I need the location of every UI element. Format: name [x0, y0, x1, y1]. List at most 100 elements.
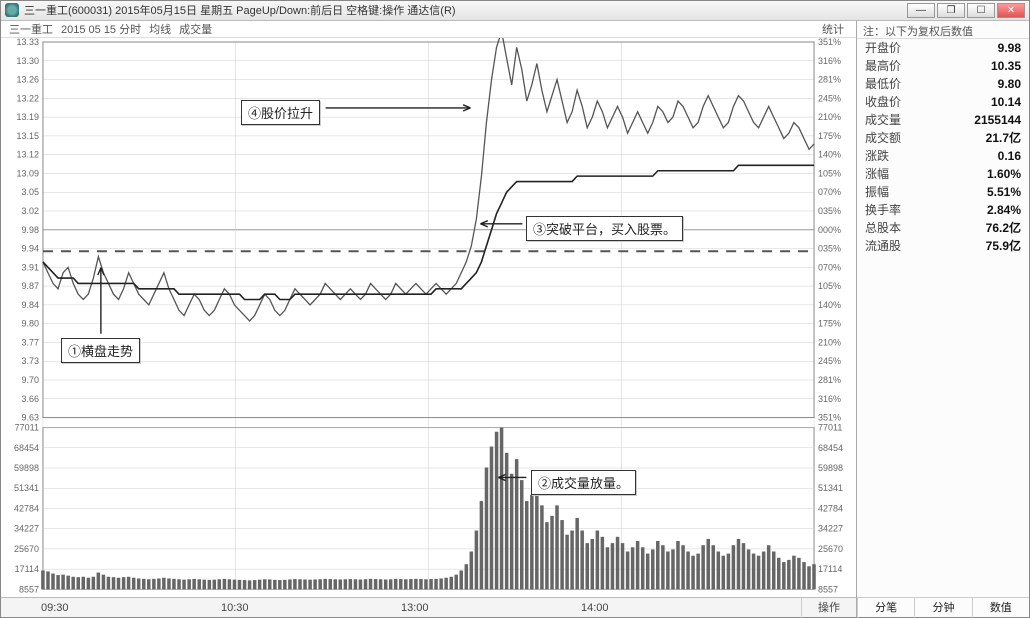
svg-text:59898: 59898: [818, 463, 843, 473]
svg-text:51341: 51341: [818, 483, 843, 493]
maximize-button[interactable]: ☐: [967, 3, 995, 18]
svg-text:3.77: 3.77: [21, 337, 38, 347]
quote-row: 总股本76.2亿: [857, 219, 1029, 237]
svg-text:8557: 8557: [19, 584, 39, 594]
svg-text:9.63: 9.63: [21, 412, 38, 422]
svg-text:25670: 25670: [818, 544, 843, 554]
minimize-button[interactable]: —: [907, 3, 935, 18]
svg-text:3.66: 3.66: [21, 393, 38, 403]
time-axis-labels: 09:3010:3013:0014:00: [1, 602, 801, 614]
chart-bottom-bar: 09:3010:3013:0014:00 操作: [1, 597, 856, 617]
svg-text:59898: 59898: [14, 463, 39, 473]
svg-text:245%: 245%: [818, 93, 841, 103]
quote-row: 换手率2.84%: [857, 201, 1029, 219]
quote-row: 最低价9.80: [857, 75, 1029, 93]
svg-text:210%: 210%: [818, 112, 841, 122]
svg-text:9.70: 9.70: [21, 375, 38, 385]
svg-text:13.30: 13.30: [17, 55, 39, 65]
svg-text:77011: 77011: [15, 422, 39, 432]
svg-text:316%: 316%: [818, 55, 841, 65]
svg-text:17114: 17114: [818, 564, 842, 574]
svg-text:13.12: 13.12: [17, 149, 39, 159]
svg-text:3.73: 3.73: [21, 356, 38, 366]
svg-text:351%: 351%: [818, 412, 841, 422]
svg-text:68454: 68454: [14, 442, 39, 452]
svg-text:13.22: 13.22: [17, 93, 39, 103]
side-panel: 注：以下为复权后数值 开盘价9.98最高价10.35最低价9.80收盘价10.1…: [857, 21, 1029, 617]
svg-text:000%: 000%: [818, 224, 841, 234]
chart-legend-row: 三一重工 2015 05 15 分时 均线 成交量 统计: [1, 21, 856, 38]
svg-text:140%: 140%: [818, 300, 841, 310]
svg-text:3.91: 3.91: [21, 262, 38, 272]
legend-stat[interactable]: 统计: [822, 21, 844, 37]
svg-text:351%: 351%: [818, 38, 841, 47]
svg-text:51341: 51341: [14, 483, 39, 493]
app-window: 三一重工(600031) 2015年05月15日 星期五 PageUp/Down…: [0, 0, 1030, 618]
legend-vol: 成交量: [179, 21, 212, 37]
svg-text:9.98: 9.98: [21, 224, 38, 234]
svg-text:281%: 281%: [818, 375, 841, 385]
annotation-3: ③突破平台，买入股票。: [526, 216, 683, 241]
close-button[interactable]: ✕: [997, 3, 1025, 18]
quote-row: 振幅5.51%: [857, 183, 1029, 201]
annotation-1: ①横盘走势: [61, 338, 140, 363]
svg-text:035%: 035%: [818, 206, 841, 216]
svg-text:281%: 281%: [818, 74, 841, 84]
chart-box: 13.33351%13.30316%13.26281%13.22245%13.1…: [1, 38, 856, 597]
fenzhong-button[interactable]: 分钟: [914, 598, 971, 618]
svg-text:245%: 245%: [818, 356, 841, 366]
chart-column: 三一重工 2015 05 15 分时 均线 成交量 统计 13.33 351% 13…: [1, 21, 857, 617]
action-button[interactable]: 操作: [801, 598, 856, 618]
svg-text:8557: 8557: [818, 584, 838, 594]
svg-text:77011: 77011: [818, 422, 842, 432]
side-bottom-buttons: 分笔 分钟 数值: [857, 597, 1029, 617]
quote-row: 成交量2155144: [857, 111, 1029, 129]
svg-text:175%: 175%: [818, 318, 841, 328]
svg-text:9.94: 9.94: [21, 243, 38, 253]
svg-text:13.09: 13.09: [17, 168, 39, 178]
svg-text:34227: 34227: [818, 523, 843, 533]
svg-text:13.33: 13.33: [17, 38, 39, 47]
quote-kv-list: 开盘价9.98最高价10.35最低价9.80收盘价10.14成交量2155144…: [857, 39, 1029, 255]
svg-text:3.05: 3.05: [21, 187, 38, 197]
restore-button[interactable]: ❐: [937, 3, 965, 18]
svg-text:035%: 035%: [818, 243, 841, 253]
svg-text:25670: 25670: [14, 544, 39, 554]
svg-text:210%: 210%: [818, 337, 841, 347]
fenbi-button[interactable]: 分笔: [857, 598, 914, 618]
svg-text:070%: 070%: [818, 187, 841, 197]
window-buttons: — ❐ ☐ ✕: [907, 3, 1025, 18]
svg-text:105%: 105%: [818, 281, 841, 291]
window-title: 三一重工(600031) 2015年05月15日 星期五 PageUp/Down…: [24, 2, 907, 18]
svg-text:13.15: 13.15: [17, 131, 39, 141]
intraday-chart[interactable]: 13.33351%13.30316%13.26281%13.22245%13.1…: [1, 38, 856, 597]
stock-short: 三一重工: [9, 21, 53, 37]
svg-text:9.87: 9.87: [21, 281, 38, 291]
svg-text:42784: 42784: [818, 503, 843, 513]
svg-text:68454: 68454: [818, 442, 843, 452]
quote-row: 涨幅1.60%: [857, 165, 1029, 183]
titlebar: 三一重工(600031) 2015年05月15日 星期五 PageUp/Down…: [1, 1, 1029, 21]
quote-row: 最高价10.35: [857, 57, 1029, 75]
svg-text:9.80: 9.80: [21, 318, 38, 328]
svg-text:9.84: 9.84: [21, 300, 38, 310]
svg-text:3.02: 3.02: [21, 206, 38, 216]
svg-text:34227: 34227: [14, 523, 39, 533]
side-header: 注：以下为复权后数值: [857, 21, 1029, 39]
svg-text:316%: 316%: [818, 393, 841, 403]
shuzhi-button[interactable]: 数值: [972, 598, 1029, 618]
annotation-4: ④股价拉升: [241, 100, 320, 125]
annotation-2: ②成交量放量。: [531, 470, 636, 495]
quote-row: 开盘价9.98: [857, 39, 1029, 57]
legend-ma: 均线: [149, 21, 171, 37]
quote-row: 流通股75.9亿: [857, 237, 1029, 255]
app-icon: [5, 3, 19, 17]
quote-row: 涨跌0.16: [857, 147, 1029, 165]
svg-text:070%: 070%: [818, 262, 841, 272]
svg-text:42784: 42784: [14, 503, 39, 513]
svg-text:13.19: 13.19: [17, 112, 39, 122]
legend-datetime: 2015 05 15 分时: [61, 21, 141, 37]
svg-text:140%: 140%: [818, 149, 841, 159]
quote-row: 成交额21.7亿: [857, 129, 1029, 147]
svg-text:17114: 17114: [15, 564, 39, 574]
